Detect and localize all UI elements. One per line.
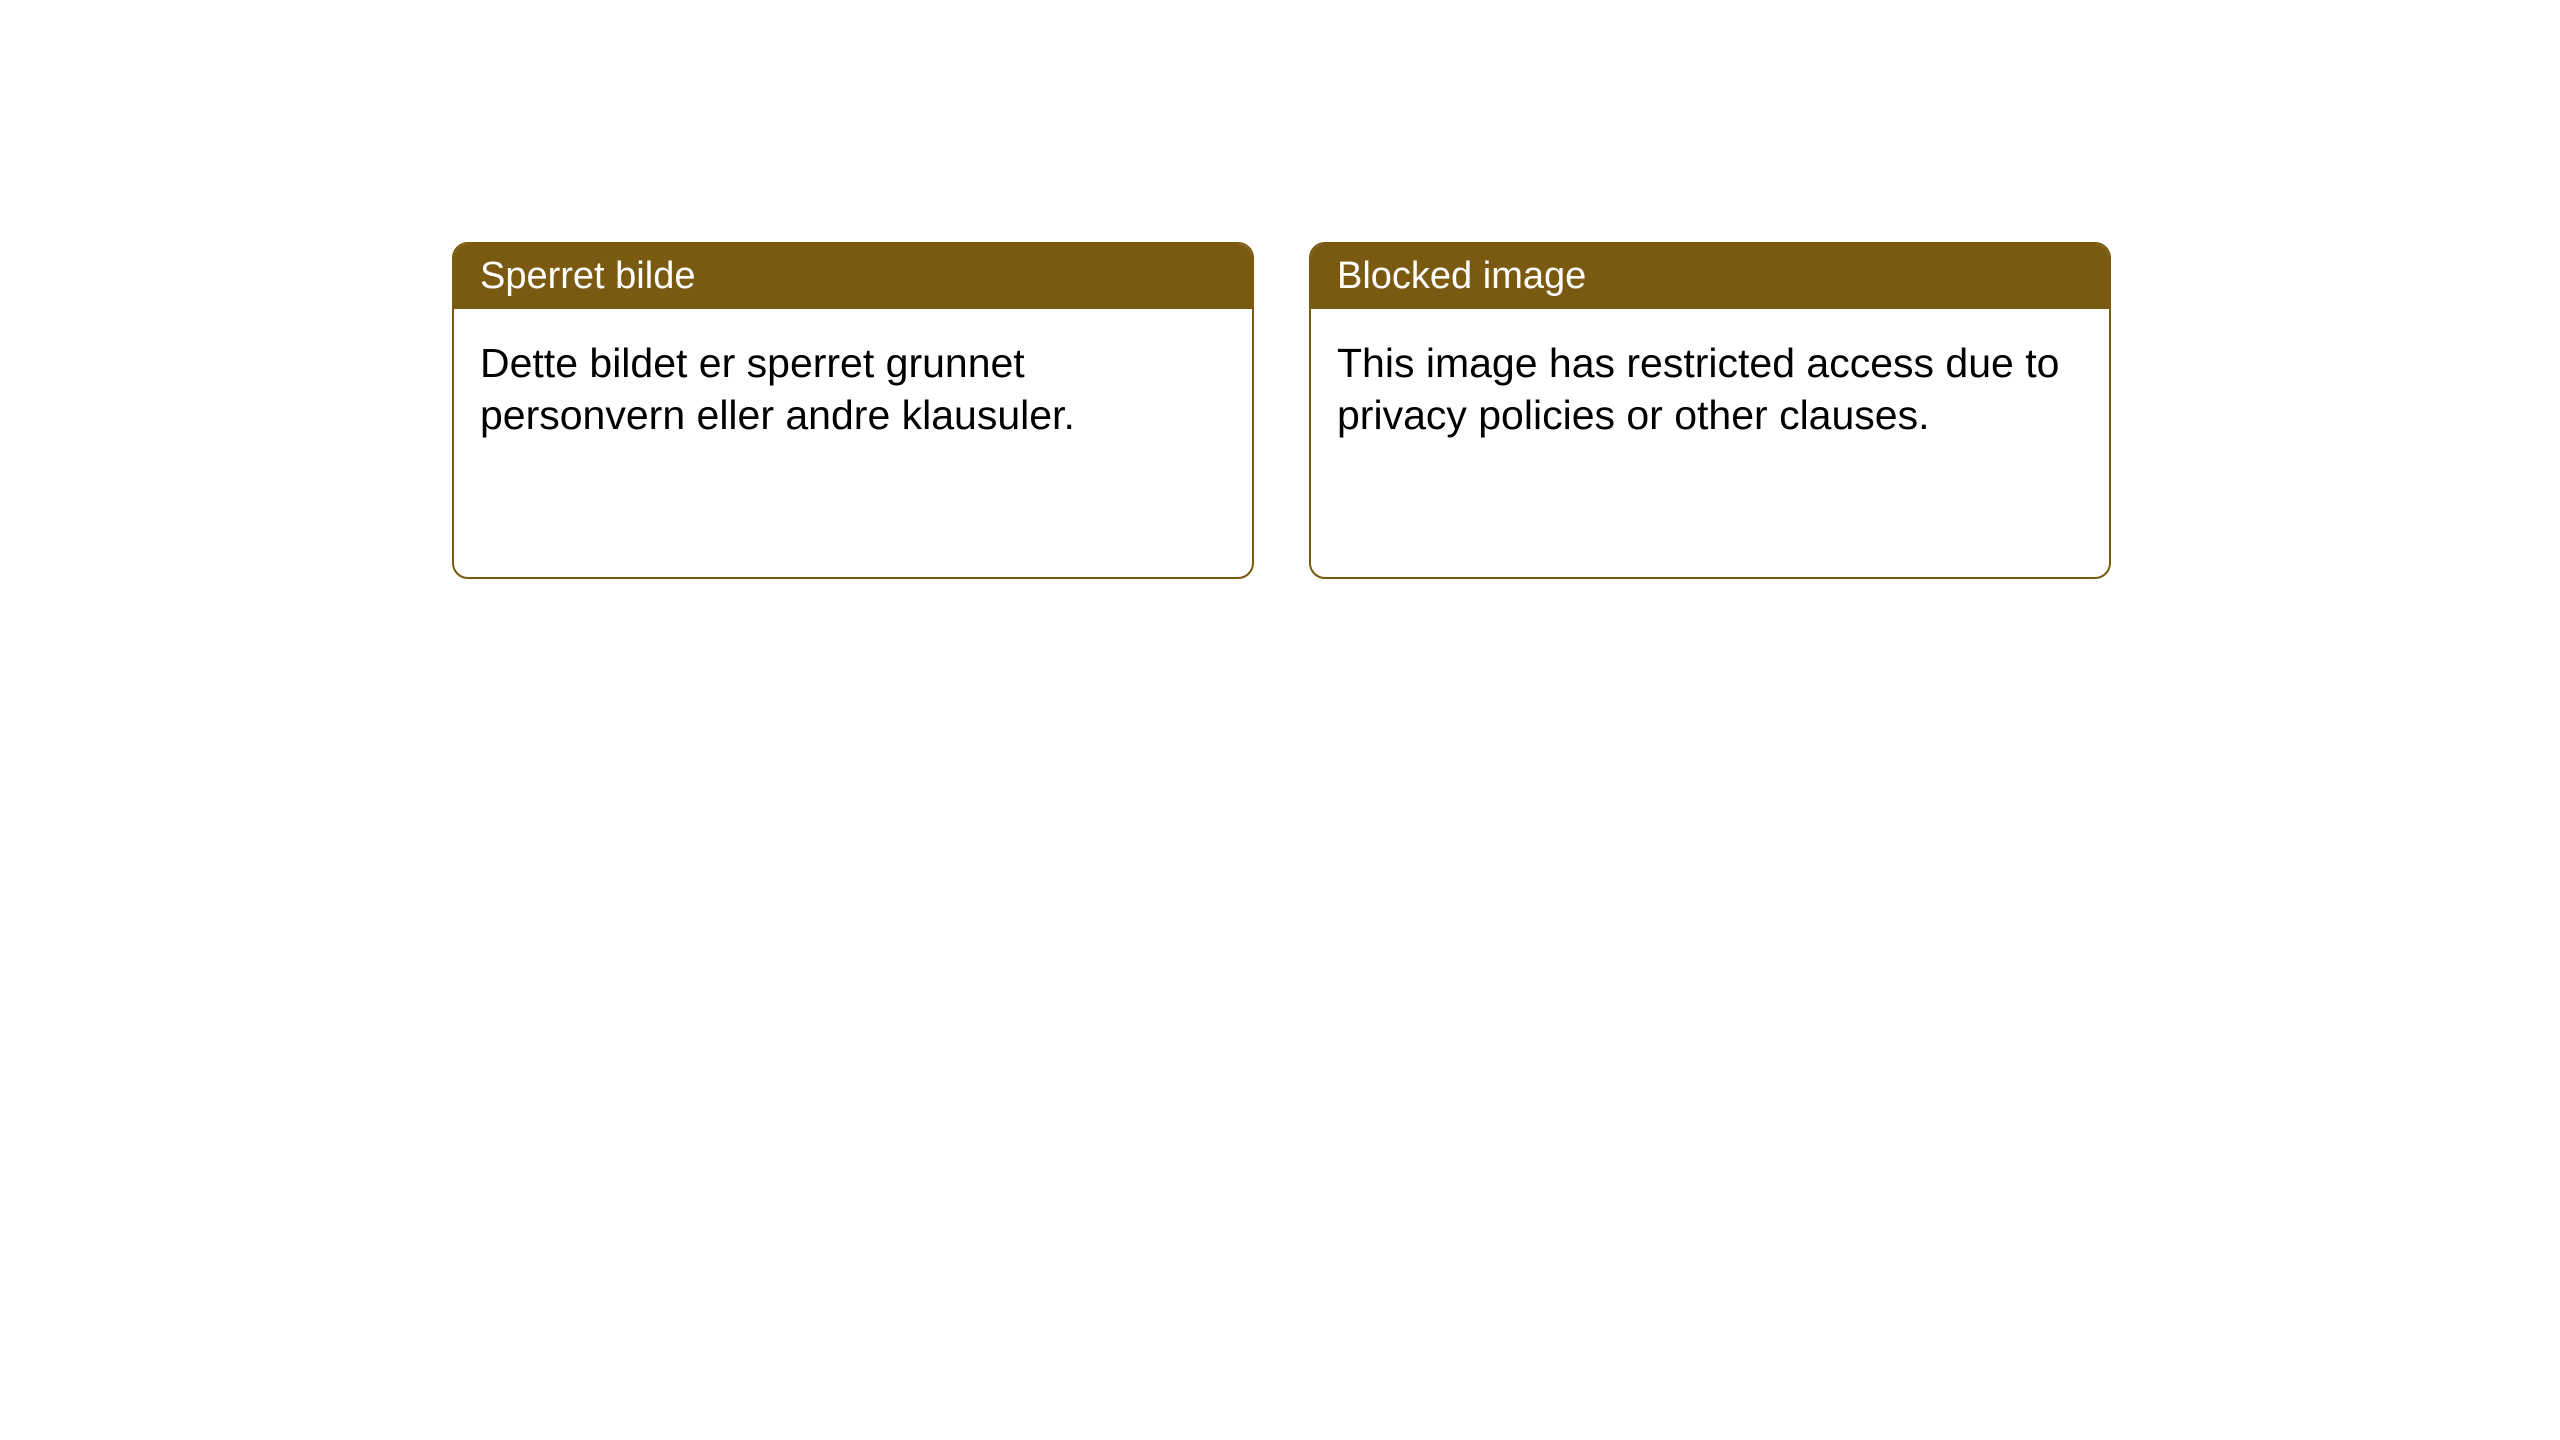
- card-body-english: This image has restricted access due to …: [1311, 309, 2109, 470]
- card-header-norwegian: Sperret bilde: [454, 244, 1252, 309]
- card-header-english: Blocked image: [1311, 244, 2109, 309]
- notice-cards-container: Sperret bilde Dette bildet er sperret gr…: [452, 242, 2111, 579]
- card-body-norwegian: Dette bildet er sperret grunnet personve…: [454, 309, 1252, 470]
- blocked-image-card-english: Blocked image This image has restricted …: [1309, 242, 2111, 579]
- blocked-image-card-norwegian: Sperret bilde Dette bildet er sperret gr…: [452, 242, 1254, 579]
